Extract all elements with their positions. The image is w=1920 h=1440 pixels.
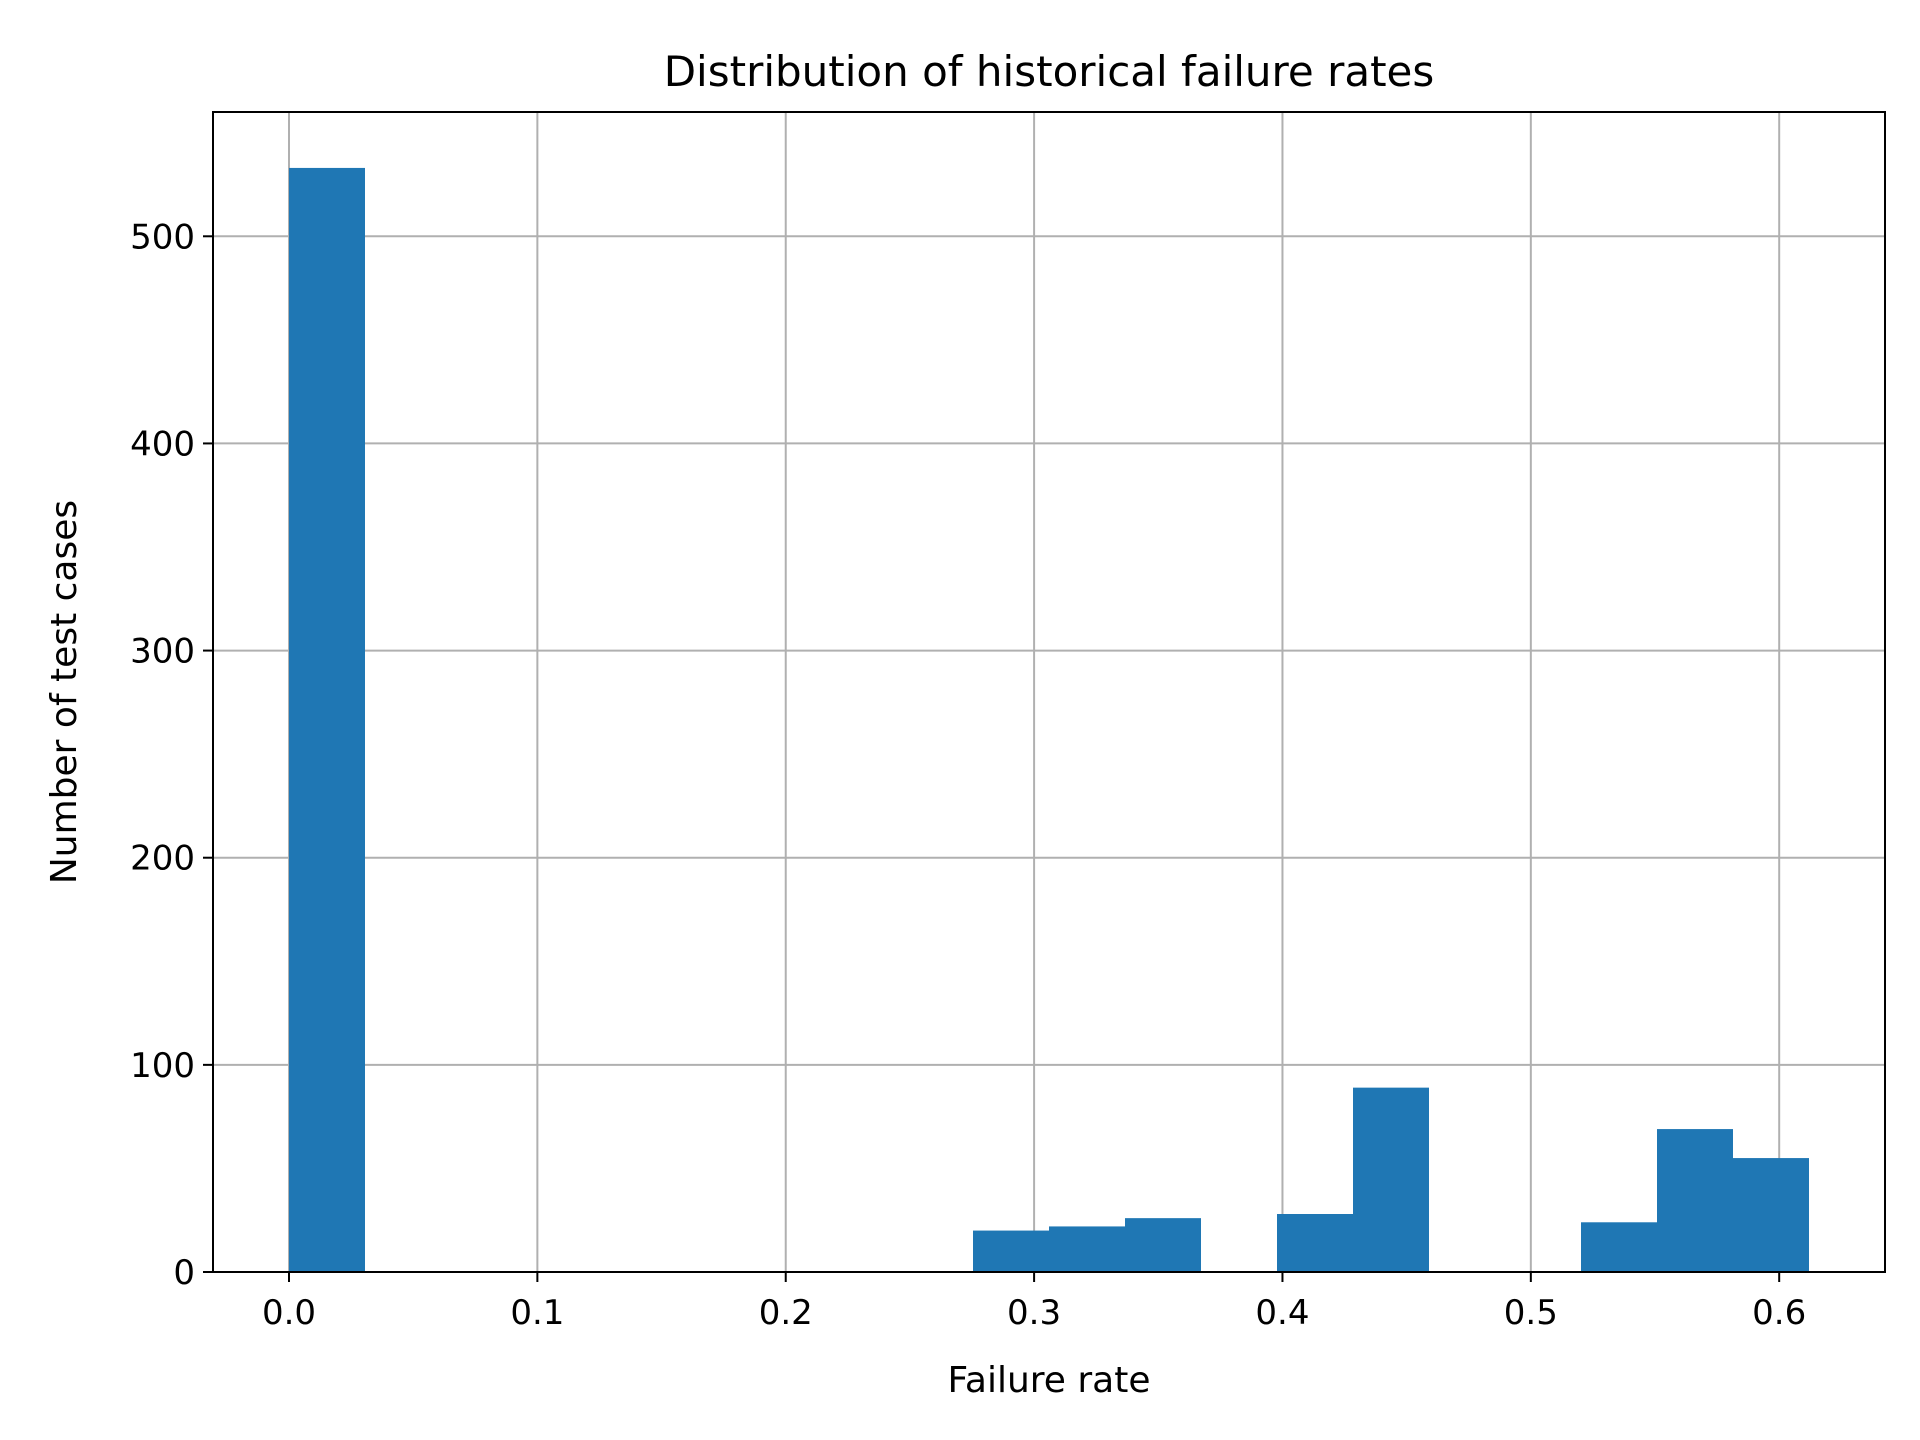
x-tick-label: 0.3 [1007,1293,1061,1333]
x-tick-label: 0.5 [1504,1293,1558,1333]
y-tick-label: 0 [173,1253,195,1293]
histogram-bar [289,167,365,1272]
x-tick-label: 0.0 [262,1293,316,1333]
y-axis-label: Number of test cases [44,500,85,884]
y-tick-label: 200 [130,839,195,879]
histogram-bar [1049,1226,1125,1272]
histogram-bar [1657,1129,1733,1272]
x-tick-label: 0.1 [510,1293,564,1333]
plot-frame [212,111,1886,1273]
histogram-bar [1353,1087,1429,1272]
histogram-bar [973,1230,1049,1272]
x-tick-label: 0.4 [1255,1293,1309,1333]
x-axis-label: Failure rate [947,1360,1150,1401]
histogram-bar [1125,1218,1201,1272]
y-tick-label: 500 [130,217,195,257]
axis-ticks: 0.0 0.1 0.2 0.3 0.4 0.5 0.6 0 100 200 300 400 500 [130,217,1806,1333]
chart-title: Distribution of historical failure rates [664,47,1435,96]
histogram-bar [1581,1222,1657,1272]
y-tick-label: 100 [130,1046,195,1086]
histogram-bar [1277,1214,1353,1272]
x-tick-label: 0.6 [1752,1293,1806,1333]
y-tick-label: 400 [130,424,195,464]
histogram-bars [289,167,1809,1272]
x-tick-label: 0.2 [759,1293,813,1333]
y-tick-label: 300 [130,632,195,672]
histogram-bar [1733,1158,1809,1272]
